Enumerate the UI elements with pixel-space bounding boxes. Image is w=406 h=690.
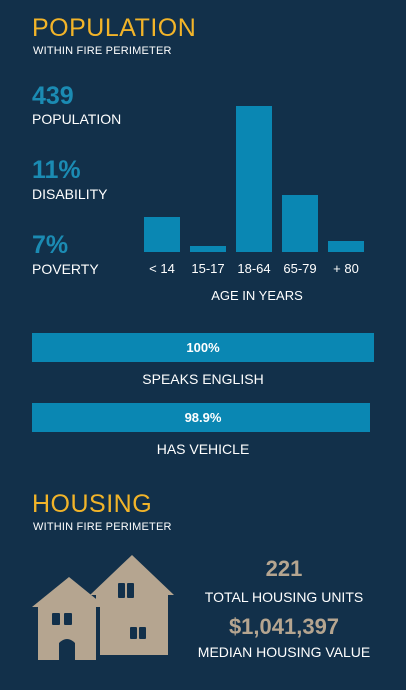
speaks-english-value: 100% [186,340,220,355]
age-bar [144,217,180,252]
age-bar [236,106,272,252]
speaks-english-bar-fill [32,333,374,362]
age-bar [190,246,226,252]
has-vehicle-bar: 98.9% [32,403,374,432]
has-vehicle-label: HAS VEHICLE [156,441,250,457]
age-bar [328,241,364,252]
population-label: POPULATION [32,111,122,127]
housing-subtitle: WITHIN FIRE PERIMETER [33,521,172,533]
speaks-english-label: SPEAKS ENGLISH [142,371,264,387]
median-housing-value: $1,041,397 [228,614,340,639]
age-tick-label: 65-79 [283,261,317,276]
age-tick-label: + 80 [333,261,359,276]
poverty-value: 7% [32,231,69,259]
population-value: 439 [32,82,74,110]
disability-value: 11% [32,156,81,184]
houses-icon [32,555,174,660]
total-housing-units-label: TOTAL HOUSING UNITS [204,589,364,605]
median-housing-value-label: MEDIAN HOUSING VALUE [197,644,371,660]
age-tick-label: < 14 [149,261,175,276]
disability-label: DISABILITY [32,186,108,202]
age-tick-label: 15-17 [191,261,225,276]
age-chart-xlabel: AGE IN YEARS [211,288,303,303]
has-vehicle-value: 98.9% [184,410,222,425]
population-title: POPULATION [32,14,197,42]
age-bar [282,195,318,252]
age-bar-chart: < 14 15-17 18-64 65-79 + 80 [0,0,406,310]
has-vehicle-bar-fill [32,403,371,432]
speaks-english-bar: 100% [32,333,374,362]
housing-title: HOUSING [32,490,153,518]
age-tick-label: 18-64 [237,261,271,276]
population-subtitle: WITHIN FIRE PERIMETER [33,45,172,57]
poverty-label: POVERTY [32,261,99,277]
total-housing-units-value: 221 [265,556,303,581]
